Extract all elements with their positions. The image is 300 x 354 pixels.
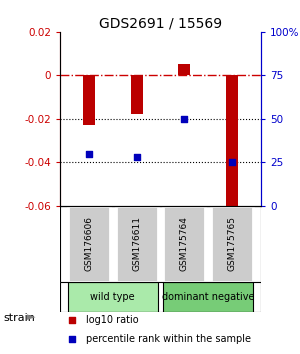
Text: GSM176611: GSM176611 (132, 216, 141, 271)
Text: GSM176606: GSM176606 (84, 216, 93, 271)
Point (134, 154, 139, 160)
Text: ►: ► (27, 313, 35, 322)
Bar (83, 75, 95, 125)
Point (182, 116, 187, 122)
Title: GDS2691 / 15569: GDS2691 / 15569 (99, 17, 222, 31)
Bar (116, 206, 158, 282)
Text: wild type: wild type (90, 292, 135, 302)
Bar (211, 206, 253, 282)
Point (86, 151, 91, 156)
Text: GSM175765: GSM175765 (228, 216, 237, 271)
Point (230, 159, 235, 165)
Bar (68, 206, 110, 282)
Text: log10 ratio: log10 ratio (86, 315, 139, 325)
Bar (164, 206, 206, 282)
Text: strain: strain (3, 313, 35, 322)
Text: dominant negative: dominant negative (162, 292, 255, 302)
Text: percentile rank within the sample: percentile rank within the sample (86, 334, 251, 344)
Bar (68, 282, 158, 312)
Bar (226, 75, 238, 206)
Bar (178, 64, 190, 75)
Bar (130, 75, 142, 114)
Bar (164, 282, 253, 312)
Text: GSM175764: GSM175764 (180, 216, 189, 271)
Point (268, 86, 272, 91)
Point (268, 256, 272, 262)
